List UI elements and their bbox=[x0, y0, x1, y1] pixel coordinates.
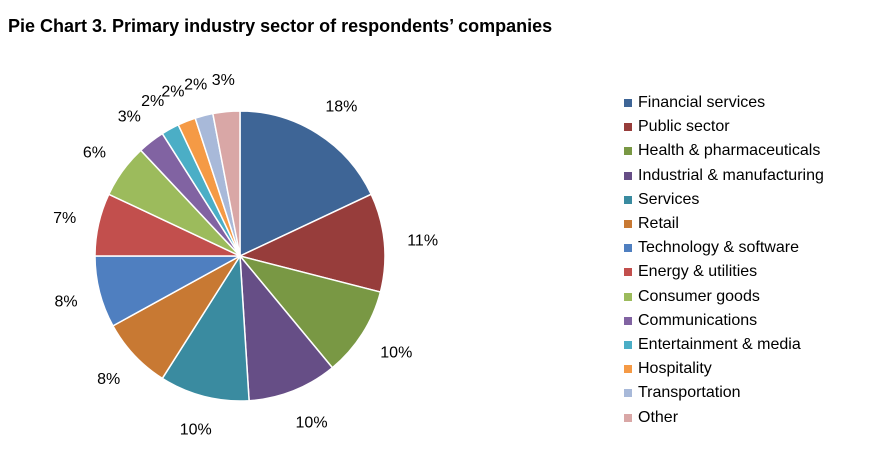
data-label-hospitality: 2% bbox=[161, 84, 184, 101]
legend-swatch bbox=[624, 220, 632, 229]
legend-item-industrial-and-manufacturing: Industrial & manufacturing bbox=[624, 164, 824, 188]
pie-data-labels: 18%11%10%10%10%8%8%7%6%3%2%2% 2% 3% bbox=[53, 72, 438, 439]
chart-title: Pie Chart 3. Primary industry sector of … bbox=[8, 16, 553, 36]
legend-swatch bbox=[624, 413, 632, 422]
pie-slice-health-and-pharmaceuticals bbox=[237, 254, 382, 369]
legend-label: Financial services bbox=[638, 94, 766, 112]
data-label-health-and-pharmaceuticals: 10% bbox=[380, 344, 412, 361]
legend-swatch bbox=[624, 365, 632, 374]
legend-swatch bbox=[624, 171, 632, 180]
data-label-entertainment-and-media: 2% bbox=[141, 93, 164, 110]
pie-slice-other bbox=[211, 110, 241, 257]
legend-label: Health & pharmaceuticals bbox=[638, 142, 821, 160]
legend-item-communications: Communications bbox=[624, 309, 824, 333]
legend-item-services: Services bbox=[624, 188, 824, 212]
data-label-industrial-and-manufacturing: 10% bbox=[296, 415, 328, 432]
legend-swatch bbox=[624, 316, 632, 325]
data-label-energy-and-utilities: 7% bbox=[53, 210, 76, 227]
legend-label: Hospitality bbox=[638, 360, 712, 378]
legend-label: Public sector bbox=[638, 118, 730, 136]
legend-swatch bbox=[624, 147, 632, 156]
pie-slice-industrial-and-manufacturing bbox=[239, 253, 334, 402]
pie-slice-public-sector bbox=[237, 193, 386, 293]
legend-item-technology-and-software: Technology & software bbox=[624, 236, 824, 260]
legend-label: Technology & software bbox=[638, 239, 799, 257]
pie-slices bbox=[94, 110, 386, 402]
pie-slice-services bbox=[161, 253, 250, 402]
chart-legend: Financial services Public sector Health & … bbox=[624, 91, 824, 430]
legend-label: Retail bbox=[638, 215, 679, 233]
legend-swatch bbox=[624, 389, 632, 398]
legend-swatch bbox=[624, 268, 632, 277]
legend-item-entertainment-and-media: Entertainment & media bbox=[624, 333, 824, 357]
legend-item-transportation: Transportation bbox=[624, 381, 824, 405]
legend-item-health-and-pharmaceuticals: Health & pharmaceuticals bbox=[624, 139, 824, 163]
pie-slice-financial-services bbox=[239, 110, 373, 258]
legend-item-public-sector: Public sector bbox=[624, 115, 824, 139]
data-label-technology-and-software: 8% bbox=[54, 293, 77, 310]
legend-label: Consumer goods bbox=[638, 287, 760, 305]
legend-label: Other bbox=[638, 408, 679, 426]
legend-item-financial-services: Financial services bbox=[624, 91, 824, 115]
legend-label: Energy & utilities bbox=[638, 263, 758, 281]
legend-swatch bbox=[624, 244, 632, 253]
legend-swatch bbox=[624, 123, 632, 132]
data-label-other: 3% bbox=[212, 72, 235, 89]
data-label-financial-services: 18% bbox=[325, 99, 357, 116]
legend-item-retail: Retail bbox=[624, 212, 824, 236]
legend-swatch bbox=[624, 99, 632, 108]
legend-swatch bbox=[624, 292, 632, 301]
legend-label: Communications bbox=[638, 311, 758, 329]
legend-swatch bbox=[624, 340, 632, 349]
legend-item-hospitality: Hospitality bbox=[624, 357, 824, 381]
legend-swatch bbox=[624, 195, 632, 204]
legend-label: Entertainment & media bbox=[638, 335, 801, 353]
data-label-retail: 8% bbox=[97, 371, 120, 388]
legend-label: Transportation bbox=[638, 384, 741, 402]
data-label-transportation: 2% bbox=[184, 77, 207, 94]
legend-item-consumer-goods: Consumer goods bbox=[624, 285, 824, 309]
data-label-communications: 3% bbox=[118, 108, 141, 125]
legend-label: Industrial & manufacturing bbox=[638, 166, 824, 184]
data-label-consumer-goods: 6% bbox=[83, 144, 106, 161]
legend-label: Services bbox=[638, 190, 700, 208]
data-label-services: 10% bbox=[180, 421, 212, 438]
legend-item-other: Other bbox=[624, 405, 824, 429]
legend-item-energy-and-utilities: Energy & utilities bbox=[624, 260, 824, 284]
data-label-public-sector: 11% bbox=[407, 232, 438, 249]
